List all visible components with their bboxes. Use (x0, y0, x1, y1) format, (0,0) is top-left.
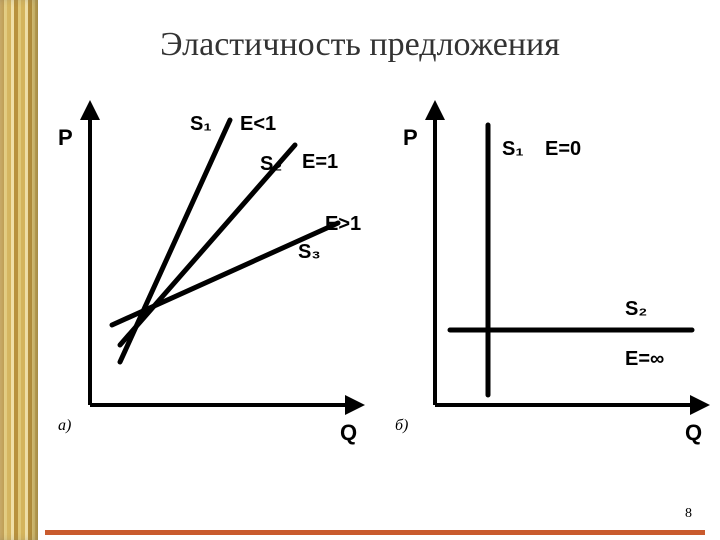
decorative-sidebar (0, 0, 38, 540)
svg-text:E<1: E<1 (240, 113, 276, 135)
svg-text:Q: Q (340, 420, 357, 445)
svg-text:E=1: E=1 (302, 151, 338, 173)
bottom-accent-bar (45, 530, 705, 535)
slide-title: Эластичность предложения (0, 26, 720, 64)
svg-text:E=0: E=0 (545, 138, 581, 160)
elasticity-diagram: P Q S₁ E<1 S₂ E=1 E>1S₃ a) P Q S₁ E=0 S₂ E=∞ б) (50, 100, 710, 460)
svg-text:P: P (58, 125, 73, 150)
svg-text:S₂: S₂ (625, 298, 647, 320)
page-number: 8 (685, 506, 692, 522)
svg-text:P: P (403, 125, 418, 150)
svg-text:E>1: E>1 (325, 213, 361, 235)
svg-text:S₁: S₁ (502, 138, 524, 160)
svg-text:S₃: S₃ (298, 241, 321, 263)
svg-text:б): б) (395, 417, 408, 434)
svg-text:Q: Q (685, 420, 702, 445)
svg-text:S₂: S₂ (260, 153, 282, 175)
svg-text:E=∞: E=∞ (625, 348, 664, 370)
diagram-svg: P Q S₁ E<1 S₂ E=1 E>1S₃ a) P Q S₁ E=0 S₂ E=∞ б) (50, 100, 710, 460)
svg-text:a): a) (58, 417, 71, 434)
svg-text:S₁: S₁ (190, 113, 212, 135)
